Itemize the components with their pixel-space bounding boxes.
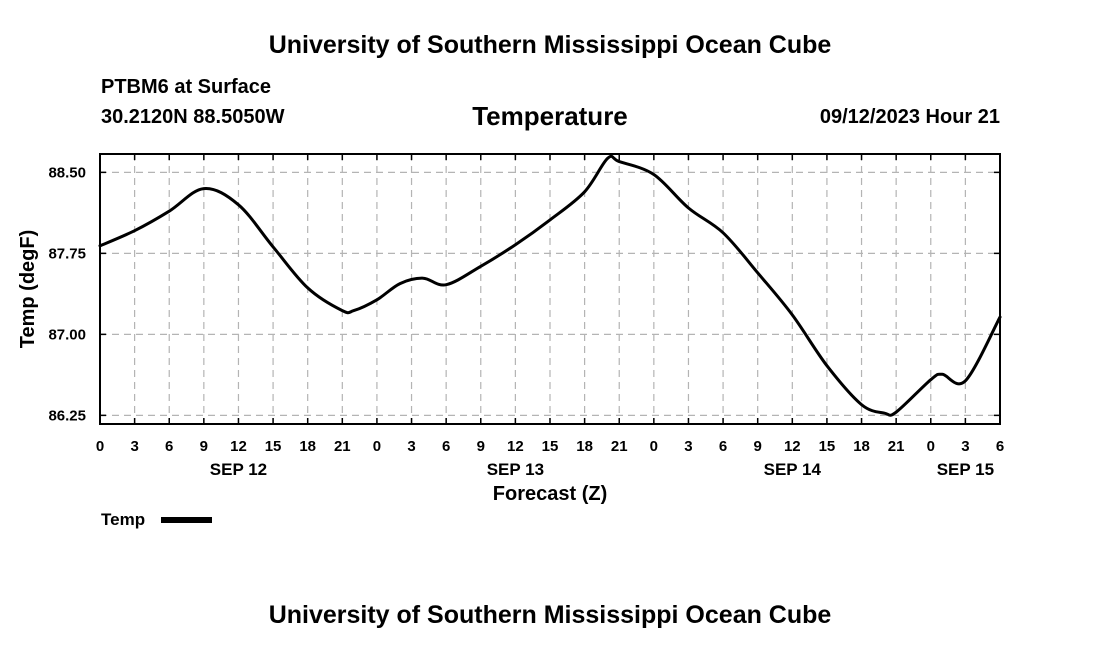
x-tick-label: 6 — [165, 438, 173, 455]
x-tick-label: 15 — [819, 438, 836, 455]
x-tick-label: 6 — [719, 438, 727, 455]
x-tick-label: 21 — [888, 438, 905, 455]
x-tick-label: 6 — [442, 438, 450, 455]
footer-title: University of Southern Mississippi Ocean… — [268, 601, 832, 629]
x-tick-label: 6 — [996, 438, 1004, 455]
x-tick-label: 12 — [230, 438, 247, 455]
y-axis-title: Temp (degF) — [17, 230, 39, 349]
x-tick-label: 15 — [265, 438, 282, 455]
x-tick-label: 0 — [650, 438, 658, 455]
date-label: SEP 15 — [937, 460, 994, 479]
y-tick-label: 87.00 — [48, 326, 86, 343]
y-tick-label: 86.25 — [48, 407, 86, 424]
y-tick-label: 87.75 — [48, 245, 86, 262]
header-title: University of Southern Mississippi Ocean… — [268, 31, 832, 59]
x-tick-label: 3 — [130, 438, 138, 455]
x-axis-title: Forecast (Z) — [493, 483, 607, 505]
grid — [100, 154, 1000, 424]
y-tick-label: 88.50 — [48, 164, 86, 181]
x-tick-label: 12 — [507, 438, 524, 455]
x-tick-label: 18 — [576, 438, 593, 455]
legend-swatch — [161, 517, 212, 523]
axis-labels: 0 3 6 9 12 15 18 21 0 3 6 9 12 15 18 21 0 3 6 9 12 15 18 21 0 3 6 8… — [48, 164, 1004, 479]
x-tick-label: 0 — [927, 438, 935, 455]
panel-title: Temperature — [472, 101, 628, 131]
legend-label: Temp — [101, 510, 145, 529]
date-label: SEP 12 — [210, 460, 267, 479]
x-tick-label: 0 — [373, 438, 381, 455]
x-tick-label: 9 — [477, 438, 485, 455]
x-tick-label: 3 — [407, 438, 415, 455]
date-label: SEP 13 — [487, 460, 544, 479]
x-tick-label: 18 — [299, 438, 316, 455]
coordinates-label: 30.2120N 88.5050W — [101, 106, 285, 128]
x-tick-label: 18 — [853, 438, 870, 455]
issued-label: 09/12/2023 Hour 21 — [819, 106, 1000, 128]
date-label: SEP 14 — [764, 460, 822, 479]
x-tick-label: 9 — [754, 438, 762, 455]
x-tick-label: 15 — [542, 438, 559, 455]
x-tick-label: 21 — [334, 438, 351, 455]
station-label: PTBM6 at Surface — [101, 76, 272, 98]
x-tick-label: 9 — [200, 438, 208, 455]
axis-ticks — [99, 154, 1001, 424]
x-tick-label: 12 — [784, 438, 801, 455]
x-tick-label: 21 — [611, 438, 628, 455]
x-tick-label: 3 — [961, 438, 969, 455]
x-tick-label: 0 — [96, 438, 104, 455]
x-tick-label: 3 — [684, 438, 692, 455]
series-line-temp — [98, 154, 1002, 417]
